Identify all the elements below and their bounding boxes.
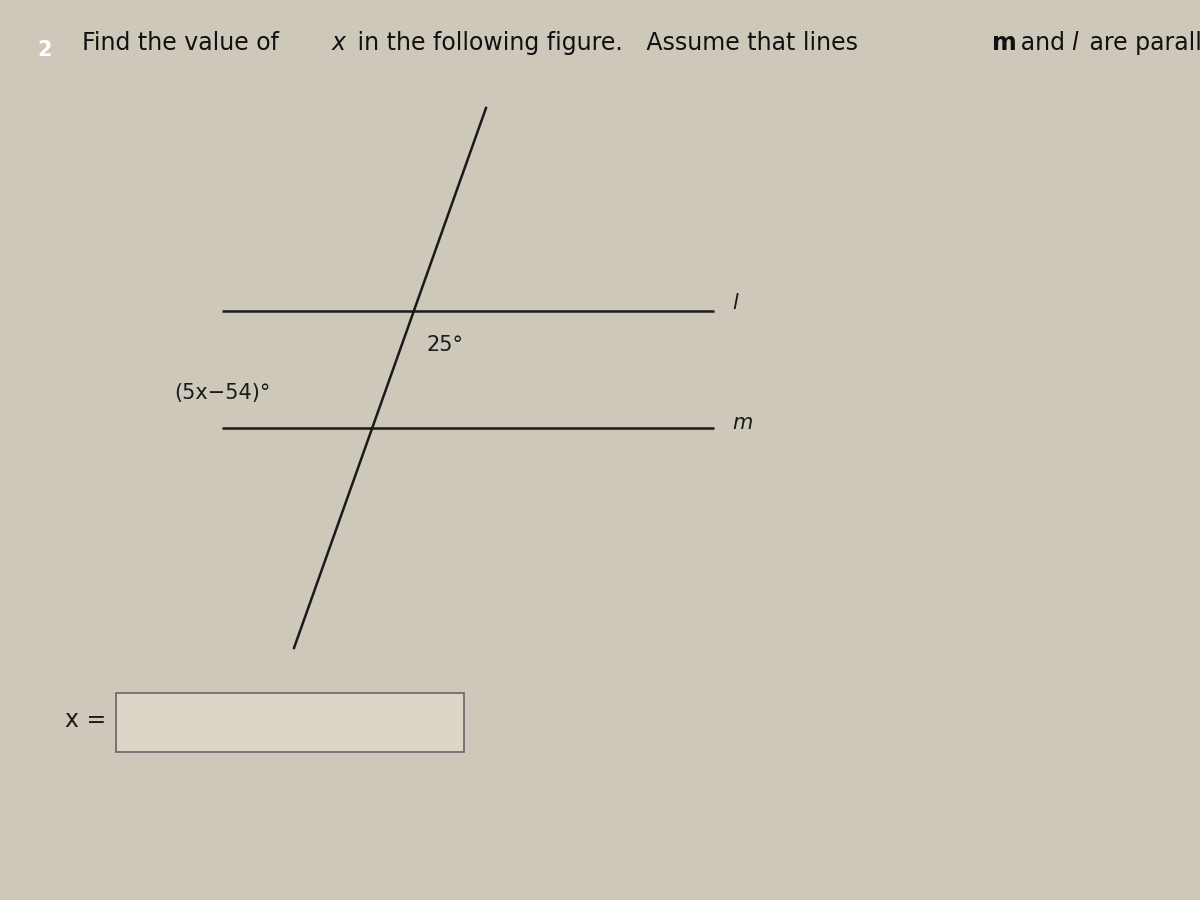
Text: x: x <box>331 32 346 55</box>
Text: in the following figure. Assume that lines: in the following figure. Assume that lin… <box>350 32 863 55</box>
Text: m: m <box>732 413 752 433</box>
Text: l: l <box>1072 32 1079 55</box>
Text: x =: x = <box>65 708 106 732</box>
Text: m: m <box>992 32 1018 55</box>
Text: l: l <box>732 293 738 313</box>
Text: are parallel.: are parallel. <box>1082 32 1200 55</box>
Text: 2: 2 <box>37 40 52 60</box>
Text: (5x−54)°: (5x−54)° <box>174 383 271 403</box>
Text: 25°: 25° <box>426 335 463 355</box>
Text: and: and <box>1016 32 1070 55</box>
FancyBboxPatch shape <box>116 693 464 752</box>
Text: Find the value of: Find the value of <box>82 32 283 55</box>
